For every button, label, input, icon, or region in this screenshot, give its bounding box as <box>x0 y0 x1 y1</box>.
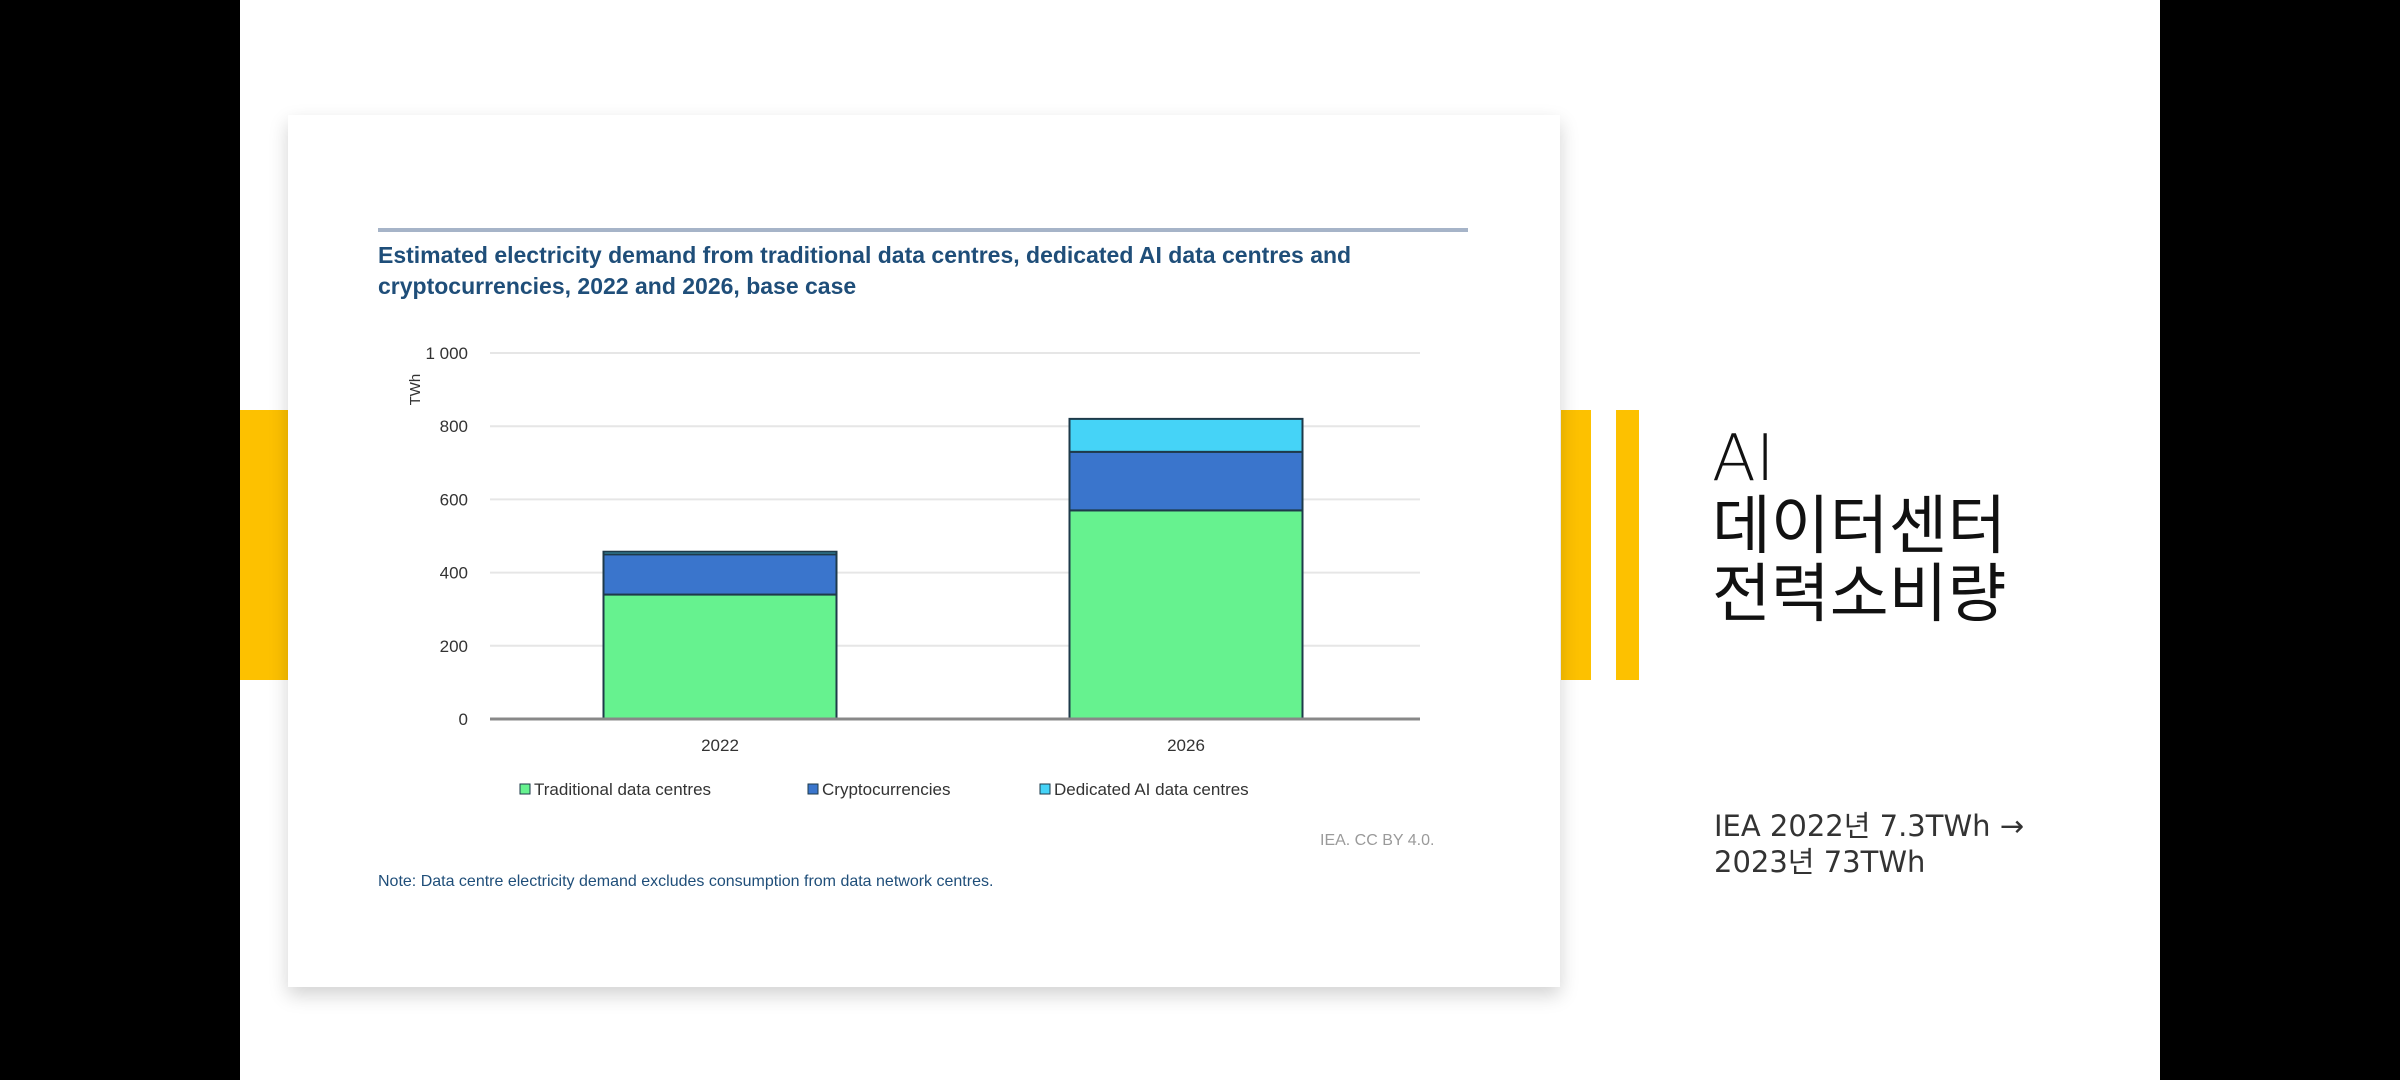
accent-bar-right-2 <box>1616 410 1639 680</box>
bar-segment <box>602 593 838 720</box>
accent-bar-right-1 <box>1561 410 1591 680</box>
accent-bar-left <box>240 410 288 680</box>
legend-swatch <box>807 783 819 795</box>
slide-heading: AI 데이터센터 전력소비량 <box>1712 425 2006 629</box>
y-tick-label: 200 <box>440 637 468 656</box>
chart-title: Estimated electricity demand from tradit… <box>378 242 1352 299</box>
y-tick-label: 1 000 <box>425 344 468 363</box>
heading-line: 데이터센터 <box>1712 490 2007 564</box>
x-tick-label: 2026 <box>1167 736 1205 755</box>
y-axis-label: TWh <box>407 374 424 406</box>
subtext-line: IEA 2022년 7.3TWh → <box>1714 809 2025 843</box>
legend-swatch <box>519 783 531 795</box>
legend-label: Cryptocurrencies <box>822 780 951 799</box>
heading-line: 전력소비량 <box>1712 558 2007 632</box>
x-tick-label: 2022 <box>701 736 739 755</box>
slide-subtext: IEA 2022년 7.3TWh → 2023년 73TWh <box>1714 808 2024 880</box>
bar-segment <box>1068 450 1304 512</box>
legend-label: Dedicated AI data centres <box>1054 780 1249 799</box>
heading-line: AI <box>1712 422 1775 496</box>
legend-label: Traditional data centres <box>534 780 711 799</box>
subtext-line: 2023년 73TWh <box>1714 845 1926 879</box>
y-tick-label: 400 <box>440 564 468 583</box>
chart-card <box>288 115 1560 987</box>
bar-segment <box>1068 509 1304 720</box>
bar-segment <box>602 553 838 596</box>
legend-swatch <box>1039 783 1051 795</box>
y-tick-label: 800 <box>440 417 468 436</box>
chart-note: Note: Data centre electricity demand exc… <box>378 873 994 890</box>
bar-segment <box>1068 417 1304 453</box>
y-tick-label: 600 <box>440 490 468 509</box>
chart-source: IEA. CC BY 4.0. <box>1320 832 1435 849</box>
chart-top-rule <box>378 228 1468 232</box>
y-tick-label: 0 <box>459 710 468 729</box>
bar-segment <box>602 550 838 556</box>
